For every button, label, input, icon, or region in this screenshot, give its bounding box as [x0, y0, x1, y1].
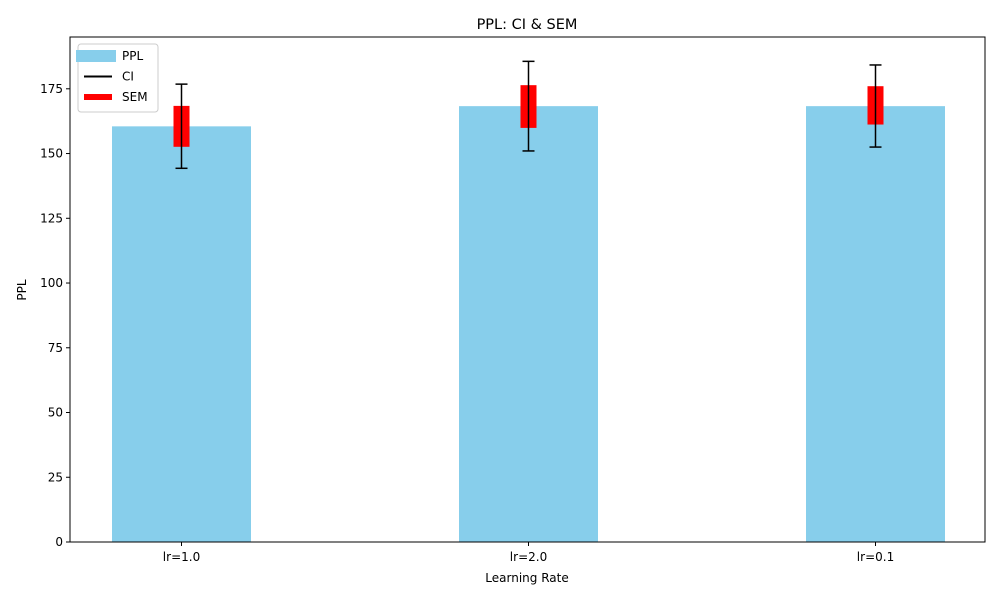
y-tick-label: 0 — [55, 535, 63, 549]
x-tick-label: lr=1.0 — [163, 550, 200, 564]
y-axis-ticks: 0 25 50 75 100 125 150 175 — [40, 82, 70, 549]
chart-title: PPL: CI & SEM — [477, 17, 578, 33]
bar — [112, 126, 251, 542]
y-tick-label: 100 — [40, 276, 63, 290]
y-tick-label: 25 — [48, 470, 63, 484]
bar — [806, 106, 945, 543]
bars-layer — [112, 106, 945, 543]
legend: PPL CI SEM — [76, 43, 159, 113]
legend-label: CI — [122, 70, 134, 84]
x-tick-label: lr=2.0 — [510, 550, 547, 564]
error-bars-layer — [173, 60, 884, 170]
x-axis-ticks: lr=1.0 lr=2.0 lr=0.1 — [163, 542, 894, 564]
legend-label: PPL — [122, 49, 143, 63]
y-tick-label: 125 — [40, 211, 63, 225]
plot-frame — [69, 36, 986, 543]
x-axis-label: Learning Rate — [485, 571, 568, 585]
y-tick-label: 150 — [40, 147, 63, 161]
y-tick-label: 50 — [48, 406, 63, 420]
legend-swatch-ppl — [76, 50, 116, 62]
y-tick-label: 75 — [48, 341, 63, 355]
legend-label: SEM — [122, 90, 148, 104]
y-axis-label: PPL — [15, 279, 29, 300]
x-tick-label: lr=0.1 — [857, 550, 894, 564]
bar — [459, 106, 598, 543]
y-tick-label: 175 — [40, 82, 63, 96]
